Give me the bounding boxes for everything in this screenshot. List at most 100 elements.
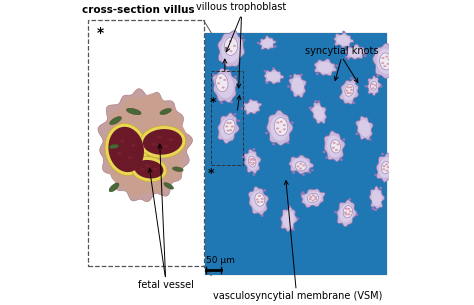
Polygon shape bbox=[98, 89, 192, 202]
Ellipse shape bbox=[387, 166, 390, 168]
Polygon shape bbox=[334, 32, 354, 48]
Polygon shape bbox=[345, 84, 354, 96]
Polygon shape bbox=[369, 186, 384, 209]
Ellipse shape bbox=[309, 106, 312, 109]
Ellipse shape bbox=[265, 132, 268, 134]
Ellipse shape bbox=[279, 131, 282, 133]
Ellipse shape bbox=[309, 107, 312, 110]
Ellipse shape bbox=[157, 136, 162, 139]
Ellipse shape bbox=[145, 164, 150, 167]
Polygon shape bbox=[292, 77, 303, 94]
Polygon shape bbox=[292, 158, 310, 171]
Polygon shape bbox=[339, 79, 358, 104]
Text: *: * bbox=[97, 26, 104, 40]
Polygon shape bbox=[105, 124, 147, 175]
Ellipse shape bbox=[117, 152, 122, 155]
Ellipse shape bbox=[385, 163, 388, 166]
Ellipse shape bbox=[265, 82, 268, 84]
Polygon shape bbox=[343, 206, 353, 218]
Ellipse shape bbox=[287, 85, 290, 88]
Polygon shape bbox=[376, 153, 396, 182]
Ellipse shape bbox=[261, 198, 264, 200]
Ellipse shape bbox=[120, 140, 125, 143]
Ellipse shape bbox=[316, 73, 319, 75]
Ellipse shape bbox=[286, 142, 290, 144]
Polygon shape bbox=[367, 76, 381, 96]
Ellipse shape bbox=[344, 211, 347, 213]
Ellipse shape bbox=[395, 49, 398, 52]
Ellipse shape bbox=[299, 163, 302, 165]
Ellipse shape bbox=[240, 35, 244, 38]
Ellipse shape bbox=[345, 213, 347, 215]
Polygon shape bbox=[314, 59, 337, 76]
Polygon shape bbox=[372, 190, 382, 206]
Polygon shape bbox=[270, 116, 289, 141]
Ellipse shape bbox=[381, 153, 384, 155]
Polygon shape bbox=[327, 135, 342, 157]
Ellipse shape bbox=[164, 183, 173, 189]
Ellipse shape bbox=[347, 213, 350, 215]
Polygon shape bbox=[216, 74, 228, 92]
Polygon shape bbox=[308, 193, 319, 203]
Polygon shape bbox=[331, 140, 341, 153]
Ellipse shape bbox=[312, 194, 315, 196]
Polygon shape bbox=[218, 30, 245, 67]
Ellipse shape bbox=[348, 198, 351, 201]
Polygon shape bbox=[379, 157, 393, 178]
Ellipse shape bbox=[227, 130, 230, 132]
Ellipse shape bbox=[272, 143, 275, 145]
Ellipse shape bbox=[385, 170, 388, 172]
Polygon shape bbox=[274, 118, 288, 136]
Ellipse shape bbox=[364, 55, 367, 57]
Polygon shape bbox=[324, 131, 345, 161]
Polygon shape bbox=[244, 99, 262, 114]
Ellipse shape bbox=[317, 100, 320, 103]
Ellipse shape bbox=[345, 208, 348, 210]
Ellipse shape bbox=[251, 163, 254, 166]
Polygon shape bbox=[373, 43, 399, 78]
Ellipse shape bbox=[340, 159, 343, 161]
Ellipse shape bbox=[263, 189, 266, 192]
Text: villous trophoblast: villous trophoblast bbox=[196, 2, 287, 13]
Ellipse shape bbox=[337, 143, 339, 145]
Ellipse shape bbox=[131, 144, 136, 147]
Ellipse shape bbox=[302, 164, 305, 167]
Ellipse shape bbox=[356, 133, 358, 135]
Ellipse shape bbox=[300, 74, 303, 76]
Ellipse shape bbox=[374, 209, 377, 211]
Ellipse shape bbox=[387, 58, 391, 60]
Ellipse shape bbox=[283, 128, 286, 131]
Ellipse shape bbox=[301, 192, 303, 195]
Ellipse shape bbox=[233, 113, 237, 116]
Ellipse shape bbox=[382, 168, 385, 170]
Polygon shape bbox=[266, 72, 280, 82]
Ellipse shape bbox=[212, 74, 215, 76]
Text: 50 μm: 50 μm bbox=[206, 256, 235, 265]
Ellipse shape bbox=[333, 142, 336, 144]
Polygon shape bbox=[304, 192, 321, 205]
Ellipse shape bbox=[342, 31, 345, 33]
Ellipse shape bbox=[276, 122, 279, 124]
Ellipse shape bbox=[258, 195, 261, 197]
Polygon shape bbox=[345, 44, 366, 59]
Ellipse shape bbox=[352, 102, 356, 104]
Ellipse shape bbox=[382, 57, 384, 59]
Ellipse shape bbox=[169, 138, 173, 141]
Ellipse shape bbox=[301, 191, 305, 194]
Ellipse shape bbox=[288, 205, 291, 207]
Ellipse shape bbox=[226, 47, 228, 49]
Ellipse shape bbox=[346, 92, 349, 94]
Ellipse shape bbox=[296, 217, 299, 220]
Text: *: * bbox=[210, 96, 216, 109]
Ellipse shape bbox=[109, 183, 119, 192]
Polygon shape bbox=[371, 81, 377, 90]
Ellipse shape bbox=[335, 64, 338, 67]
Ellipse shape bbox=[249, 161, 252, 163]
Ellipse shape bbox=[128, 156, 132, 159]
Ellipse shape bbox=[387, 63, 390, 65]
Polygon shape bbox=[224, 37, 237, 55]
Ellipse shape bbox=[350, 89, 353, 91]
Ellipse shape bbox=[219, 77, 222, 79]
Polygon shape bbox=[103, 93, 189, 196]
Ellipse shape bbox=[292, 171, 295, 174]
